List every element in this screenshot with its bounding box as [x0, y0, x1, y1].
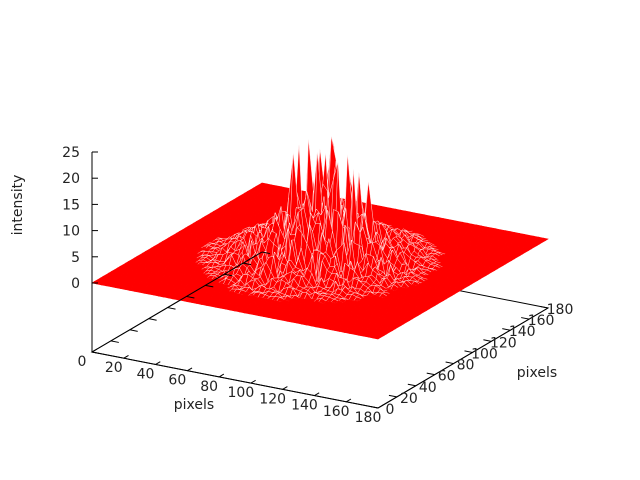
- left-edge-tick: [91, 351, 101, 355]
- x-axis-line: [91, 351, 379, 409]
- x-tick-label: 140: [291, 398, 318, 414]
- y-tick-label: 0: [386, 402, 395, 418]
- left-edge-tick: [224, 273, 233, 277]
- z-axis-label: intensity: [10, 175, 26, 236]
- y-tick-label: 180: [547, 302, 574, 318]
- y-tick-label: 160: [528, 313, 555, 329]
- y-tick: [464, 350, 473, 353]
- x-tick-label: 180: [355, 410, 382, 426]
- x-tick: [218, 373, 225, 378]
- x-tick-label: 120: [259, 391, 286, 407]
- y-tick: [483, 339, 492, 342]
- x-tick-label: 60: [168, 373, 186, 389]
- x-tick: [345, 398, 352, 403]
- left-edge-tick: [205, 284, 214, 288]
- z-tick-label: 25: [62, 145, 80, 161]
- x-tick: [91, 348, 97, 353]
- x-tick-label: 20: [105, 360, 123, 376]
- y-tick-label: 80: [457, 358, 475, 374]
- x-tick-label: 40: [137, 366, 155, 382]
- surface-cell: [372, 336, 382, 340]
- y-tick: [426, 372, 435, 376]
- x-tick: [377, 404, 383, 409]
- y-tick-label: 120: [490, 335, 517, 351]
- y-tick: [521, 317, 530, 320]
- left-edge-tick: [261, 251, 271, 255]
- y-tick-label: 40: [419, 380, 437, 396]
- y-tick-label: 100: [471, 346, 498, 362]
- x-tick-label: 100: [228, 385, 255, 401]
- x-tick: [314, 392, 320, 396]
- y-tick: [539, 305, 549, 309]
- x-tick-label: 80: [200, 379, 218, 395]
- left-edge-tick: [148, 318, 157, 321]
- left-edge-tick: [110, 340, 119, 343]
- y-tick: [369, 405, 379, 409]
- y-tick: [407, 383, 416, 387]
- x-tick: [123, 355, 129, 359]
- x-tick: [155, 361, 161, 365]
- left-edge-tick: [186, 295, 195, 299]
- x-tick: [187, 367, 193, 372]
- x-tick: [282, 386, 288, 390]
- left-base-edge: [91, 251, 263, 353]
- x-tick-label: 0: [78, 354, 87, 370]
- z-tick-label: 0: [71, 276, 80, 292]
- z-tick-label: 10: [62, 224, 80, 240]
- y-axis-line: [377, 307, 549, 409]
- y-tick-label: 20: [400, 391, 418, 407]
- y-tick-label: 60: [438, 369, 456, 385]
- x-axis-label: pixels: [174, 397, 214, 413]
- y-tick: [502, 328, 511, 331]
- left-edge-tick: [129, 329, 138, 332]
- z-tick-label: 15: [62, 197, 80, 213]
- surface-mesh: [91, 135, 549, 340]
- z-tick-label: 20: [62, 171, 80, 187]
- x-tick: [250, 379, 256, 384]
- y-tick: [445, 361, 454, 365]
- y-tick: [388, 394, 397, 398]
- z-tick-label: 5: [71, 250, 80, 266]
- left-edge-tick: [167, 307, 176, 310]
- left-edge-tick: [243, 262, 252, 266]
- y-tick-label: 140: [509, 324, 536, 340]
- y-axis-label: pixels: [517, 365, 557, 381]
- x-tick-label: 160: [323, 404, 350, 420]
